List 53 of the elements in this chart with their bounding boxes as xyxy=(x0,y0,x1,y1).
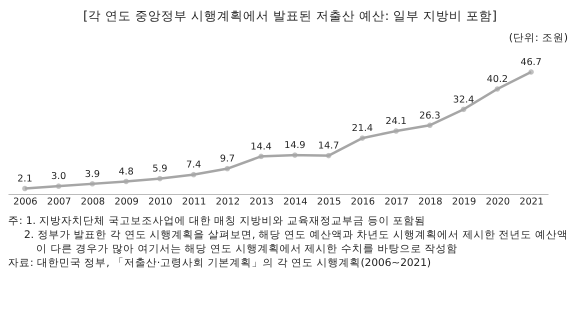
chart-title: [각 연도 중앙정부 시행계획에서 발표된 저출산 예산: 일부 지방비 포함] xyxy=(82,7,498,25)
point xyxy=(427,122,433,128)
text: 자료: 대한민국 정부, 「저출산·고령사회 기본계획」의 각 연도 시행계획(2006~2021) xyxy=(8,256,432,270)
point xyxy=(393,128,399,134)
x-tick-label: 2017 xyxy=(384,196,409,208)
point xyxy=(360,135,366,141)
point xyxy=(56,183,62,189)
data-label: 24.1 xyxy=(386,116,407,128)
data-label: 5.9 xyxy=(152,164,168,175)
x-tick-label: 2019 xyxy=(452,196,476,208)
x-tick-label: 2018 xyxy=(418,196,442,208)
chart-subtitle: (단위: 조원) xyxy=(508,31,569,45)
x-tick-label: 2015 xyxy=(317,196,342,208)
x-tick-label: 2013 xyxy=(250,196,274,208)
point xyxy=(190,172,196,178)
data-label: 9.7 xyxy=(220,154,235,165)
x-tick-label: 2007 xyxy=(47,196,72,208)
point xyxy=(326,152,332,158)
point xyxy=(460,106,466,112)
x-tick-label: 2006 xyxy=(13,196,38,208)
x-tick-label: 2016 xyxy=(350,196,375,208)
x-tick-label: 2008 xyxy=(80,196,105,208)
data-label: 4.8 xyxy=(118,166,134,178)
data-label: 40.2 xyxy=(486,74,508,85)
data-label: 3.9 xyxy=(84,168,100,180)
text: 2. 정부가 발표한 각 연도 시행계획을 살펴보면, 해당 연도 예산액과 차년도 시행계획에서 제시한 전년도 예산액이 다른 경우가 많아 여기서는 해당 연도 시행계획에서 제시한 수치를 바탕으로 작성함 xyxy=(23,228,570,256)
point xyxy=(123,178,129,184)
point xyxy=(224,166,230,172)
x-tick-label: 2012 xyxy=(216,196,240,208)
point xyxy=(528,69,534,75)
data-label: 2.1 xyxy=(17,174,32,185)
point xyxy=(292,152,298,158)
data-label: 14.9 xyxy=(284,140,306,152)
data-label: 21.4 xyxy=(352,123,373,134)
point xyxy=(258,154,264,160)
x-tick-label: 2021 xyxy=(520,196,544,208)
text: 주: 1. 지방자치단체 국고보조사업에 대한 매칭 지방비와 교육재정교부금 등이 포함됨 xyxy=(8,214,427,228)
x-tick-label: 2011 xyxy=(182,196,206,208)
x-tick-label: 2010 xyxy=(148,196,172,208)
data-label: 46.7 xyxy=(520,57,542,68)
data-label: 7.4 xyxy=(186,160,202,171)
data-label: 3.0 xyxy=(51,171,66,182)
point xyxy=(90,181,96,187)
data-label: 14.4 xyxy=(250,141,272,152)
x-tick-label: 2014 xyxy=(283,196,308,208)
point xyxy=(494,86,500,92)
data-label: 26.3 xyxy=(419,110,440,122)
point xyxy=(157,176,163,182)
data-label: 32.4 xyxy=(453,94,474,106)
point xyxy=(22,186,28,192)
data-label: 14.7 xyxy=(318,140,340,152)
x-tick-label: 2009 xyxy=(114,196,139,208)
x-tick-label: 2020 xyxy=(486,196,510,208)
